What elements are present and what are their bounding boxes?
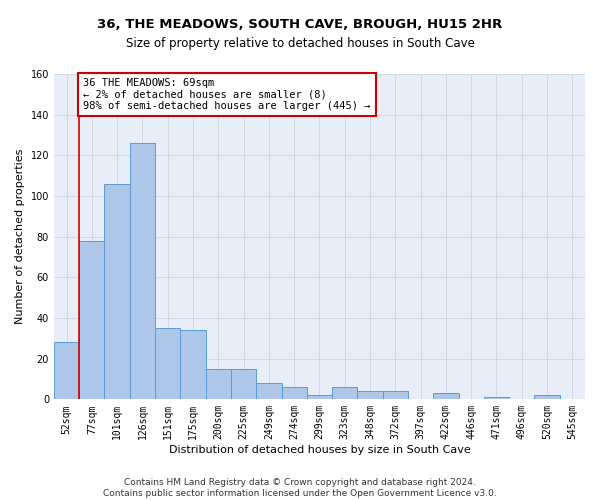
- Bar: [433, 393, 458, 400]
- Bar: [383, 391, 408, 400]
- Bar: [54, 342, 79, 400]
- Text: 36 THE MEADOWS: 69sqm
← 2% of detached houses are smaller (8)
98% of semi-detach: 36 THE MEADOWS: 69sqm ← 2% of detached h…: [83, 78, 370, 112]
- Bar: [307, 396, 332, 400]
- Bar: [332, 387, 358, 400]
- Bar: [535, 396, 560, 400]
- Bar: [181, 330, 206, 400]
- Bar: [358, 391, 383, 400]
- Bar: [281, 387, 307, 400]
- Text: 36, THE MEADOWS, SOUTH CAVE, BROUGH, HU15 2HR: 36, THE MEADOWS, SOUTH CAVE, BROUGH, HU1…: [97, 18, 503, 30]
- Bar: [206, 369, 231, 400]
- Text: Size of property relative to detached houses in South Cave: Size of property relative to detached ho…: [125, 38, 475, 51]
- Bar: [484, 398, 509, 400]
- Bar: [79, 240, 104, 400]
- Bar: [104, 184, 130, 400]
- Y-axis label: Number of detached properties: Number of detached properties: [15, 149, 25, 324]
- Bar: [130, 143, 155, 400]
- Bar: [231, 369, 256, 400]
- X-axis label: Distribution of detached houses by size in South Cave: Distribution of detached houses by size …: [169, 445, 470, 455]
- Bar: [256, 383, 281, 400]
- Text: Contains HM Land Registry data © Crown copyright and database right 2024.
Contai: Contains HM Land Registry data © Crown c…: [103, 478, 497, 498]
- Bar: [155, 328, 181, 400]
